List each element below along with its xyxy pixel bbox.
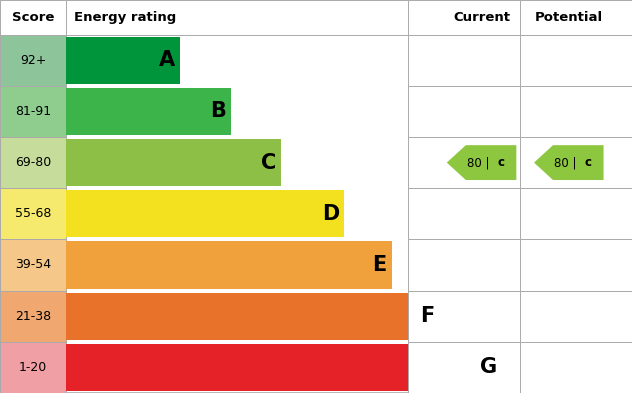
Bar: [408, 86, 520, 137]
Polygon shape: [447, 145, 516, 180]
Bar: [66, 190, 344, 237]
Bar: [0, 290, 66, 342]
Bar: [408, 290, 520, 342]
Bar: [408, 0, 520, 35]
Bar: [0, 0, 66, 35]
Bar: [0, 35, 66, 86]
Polygon shape: [534, 145, 604, 180]
Text: D: D: [322, 204, 339, 224]
Bar: [520, 137, 632, 188]
Bar: [66, 88, 231, 135]
Bar: [520, 188, 632, 239]
Text: E: E: [372, 255, 387, 275]
Bar: [66, 139, 281, 186]
Text: c: c: [497, 156, 504, 169]
Bar: [408, 188, 520, 239]
Bar: [0, 137, 66, 188]
Bar: [0, 86, 66, 137]
Bar: [66, 344, 502, 391]
Text: 39-54: 39-54: [15, 259, 51, 272]
Bar: [66, 293, 439, 340]
Text: C: C: [261, 152, 276, 173]
Bar: [0, 188, 66, 239]
Bar: [66, 0, 408, 35]
Text: F: F: [420, 306, 434, 326]
Bar: [520, 239, 632, 290]
Text: 55-68: 55-68: [15, 207, 51, 220]
Bar: [66, 241, 392, 288]
Text: c: c: [584, 156, 592, 169]
Bar: [408, 35, 520, 86]
Bar: [66, 37, 180, 84]
Text: A: A: [159, 50, 175, 70]
Text: 80 |: 80 |: [467, 156, 490, 169]
Bar: [520, 342, 632, 393]
Text: B: B: [210, 101, 226, 121]
Text: 81-91: 81-91: [15, 105, 51, 118]
Text: 92+: 92+: [20, 54, 46, 67]
Text: 69-80: 69-80: [15, 156, 51, 169]
Bar: [0, 239, 66, 290]
Bar: [408, 239, 520, 290]
Text: Score: Score: [12, 11, 54, 24]
Bar: [520, 35, 632, 86]
Text: G: G: [480, 357, 497, 377]
Bar: [520, 290, 632, 342]
Text: Potential: Potential: [535, 11, 603, 24]
Bar: [408, 342, 520, 393]
Text: 80 |: 80 |: [554, 156, 577, 169]
Text: Energy rating: Energy rating: [74, 11, 176, 24]
Bar: [408, 137, 520, 188]
Text: 21-38: 21-38: [15, 310, 51, 323]
Text: 1-20: 1-20: [19, 361, 47, 374]
Bar: [520, 86, 632, 137]
Text: Current: Current: [453, 11, 510, 24]
Bar: [0, 342, 66, 393]
Bar: [520, 0, 632, 35]
